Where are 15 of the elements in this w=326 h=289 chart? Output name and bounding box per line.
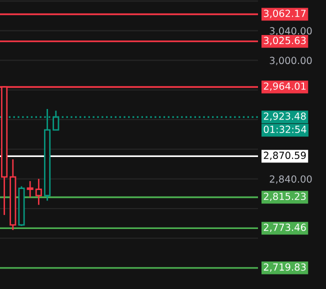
candlestick [35, 178, 42, 206]
y-tick-label: 3,040.00 [270, 27, 312, 36]
ref-line-label: 3,062.17 [264, 10, 306, 18]
ref-line-label: 3,025.63 [264, 36, 306, 46]
y-tick-label: 3,000.00 [270, 56, 312, 66]
ref-line-label: 2,773.46 [264, 224, 306, 232]
candlestick [10, 158, 16, 231]
ref-line-label: 2,870.59 [264, 152, 306, 160]
candlestick [26, 180, 34, 198]
ref-line-label: 2,719.83 [264, 263, 306, 272]
ref-line-label: 2,964.01 [264, 82, 306, 91]
ref-line-label: 2,815.23 [264, 192, 306, 202]
text: 01:32:54 [264, 126, 306, 134]
ref-line-label: 2,923.48 [264, 112, 306, 121]
y-tick-label: 2,840.00 [270, 175, 312, 184]
